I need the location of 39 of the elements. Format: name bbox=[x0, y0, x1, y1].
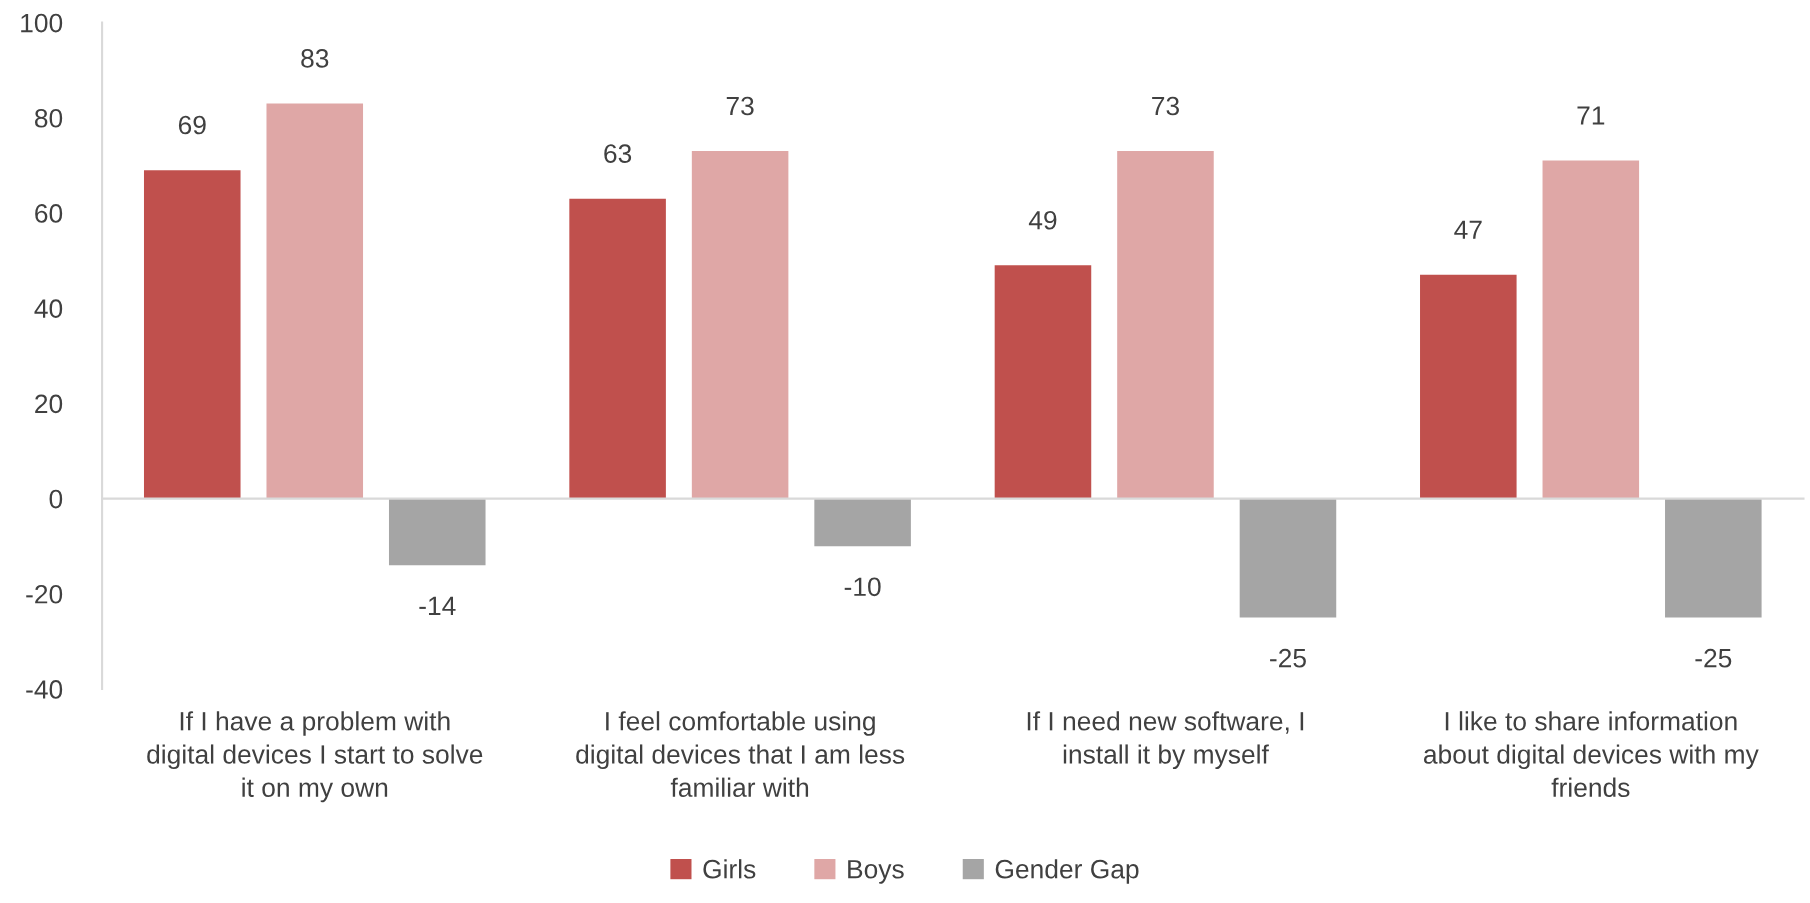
y-tick-label: -40 bbox=[26, 680, 63, 699]
bar bbox=[1117, 151, 1214, 499]
legend-label: Gender Gap bbox=[995, 859, 1139, 884]
bar bbox=[994, 265, 1092, 499]
data-label: 63 bbox=[604, 144, 632, 163]
data-label: -25 bbox=[1270, 648, 1306, 668]
bar bbox=[266, 103, 364, 499]
x-tick-label: If I need new software, I install it by myself bbox=[1027, 711, 1304, 770]
data-label: 69 bbox=[178, 115, 206, 135]
bar bbox=[1420, 274, 1517, 499]
x-tick-label: If I have a problem with digital devices I start to solve it on my own bbox=[147, 711, 483, 803]
data-label: -25 bbox=[1695, 648, 1732, 668]
data-label: 71 bbox=[1577, 106, 1605, 125]
x-tick-label: I feel comfortable using digital devices that I am less familiar with bbox=[576, 711, 905, 797]
y-tick-label: 20 bbox=[35, 394, 63, 414]
y-tick-label: 100 bbox=[21, 13, 63, 33]
y-tick-label: 0 bbox=[49, 489, 63, 509]
y-tick-label: 40 bbox=[34, 299, 63, 318]
data-label: 49 bbox=[1028, 210, 1057, 230]
bar bbox=[388, 498, 486, 566]
data-label: 73 bbox=[1152, 96, 1179, 116]
data-label: -10 bbox=[844, 577, 881, 597]
bar bbox=[814, 498, 911, 547]
data-label: -14 bbox=[419, 596, 456, 615]
bar bbox=[1542, 160, 1640, 499]
legend-label: Boys bbox=[848, 860, 904, 884]
legend-label: Girls bbox=[703, 859, 756, 879]
bar bbox=[143, 170, 241, 499]
y-tick-label: 80 bbox=[34, 108, 63, 128]
bar bbox=[569, 198, 666, 499]
bar bbox=[1665, 498, 1762, 618]
data-label: 73 bbox=[726, 96, 754, 116]
bar bbox=[691, 151, 789, 499]
data-label: 47 bbox=[1454, 220, 1482, 239]
y-tick-label: -20 bbox=[26, 584, 63, 604]
x-tick-label: I like to share information about digital devices with my friends bbox=[1423, 711, 1759, 797]
data-label: 83 bbox=[301, 49, 329, 68]
y-tick-label: 60 bbox=[35, 204, 63, 223]
bar bbox=[1239, 498, 1337, 618]
